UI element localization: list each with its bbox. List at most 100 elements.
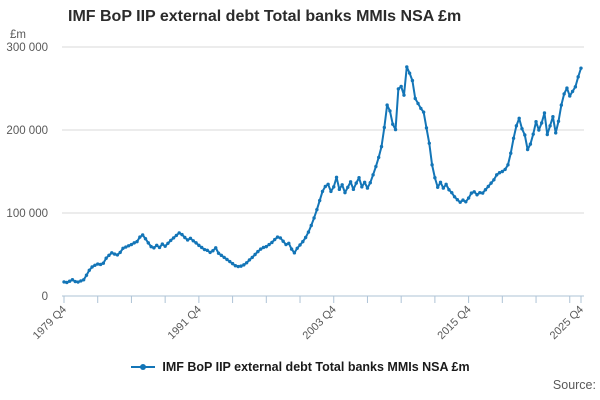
data-point-marker[interactable]	[183, 235, 187, 240]
data-point-marker[interactable]	[76, 280, 80, 284]
data-point-marker[interactable]	[480, 191, 485, 195]
data-point-marker[interactable]	[340, 183, 344, 187]
data-point-marker[interactable]	[396, 87, 401, 91]
data-point-marker[interactable]	[273, 237, 277, 242]
data-point-marker[interactable]	[191, 239, 195, 243]
data-point-marker[interactable]	[492, 178, 496, 182]
data-point-marker[interactable]	[295, 246, 299, 250]
data-point-marker[interactable]	[402, 93, 406, 97]
data-point-marker[interactable]	[332, 185, 336, 189]
data-point-marker[interactable]	[140, 233, 145, 237]
data-point-marker[interactable]	[495, 173, 499, 177]
data-point-marker[interactable]	[379, 144, 384, 149]
data-point-marker[interactable]	[73, 279, 77, 284]
data-point-marker[interactable]	[270, 240, 274, 245]
data-point-marker[interactable]	[199, 245, 204, 250]
data-point-marker[interactable]	[81, 278, 86, 282]
data-point-marker[interactable]	[371, 173, 375, 177]
data-point-marker[interactable]	[292, 251, 297, 255]
data-point-marker[interactable]	[230, 261, 235, 266]
data-point-marker[interactable]	[433, 176, 437, 180]
data-point-marker[interactable]	[202, 247, 207, 252]
data-point-marker[interactable]	[275, 235, 280, 239]
data-point-marker[interactable]	[115, 253, 120, 257]
data-point-marker[interactable]	[312, 216, 316, 220]
data-point-marker[interactable]	[388, 109, 392, 113]
data-point-marker[interactable]	[93, 263, 97, 267]
data-point-marker[interactable]	[166, 241, 170, 245]
data-point-marker[interactable]	[430, 163, 434, 167]
data-point-marker[interactable]	[576, 75, 580, 79]
data-point-marker[interactable]	[570, 89, 575, 94]
data-point-marker[interactable]	[514, 124, 519, 128]
data-point-marker[interactable]	[531, 132, 535, 136]
data-point-marker[interactable]	[483, 188, 488, 192]
data-point-marker[interactable]	[79, 279, 83, 283]
data-point-marker[interactable]	[185, 238, 190, 242]
data-point-marker[interactable]	[475, 193, 479, 197]
data-point-marker[interactable]	[458, 200, 462, 204]
data-point-marker[interactable]	[461, 198, 465, 202]
data-point-marker[interactable]	[368, 181, 372, 185]
data-point-marker[interactable]	[62, 280, 66, 284]
data-point-marker[interactable]	[317, 198, 322, 203]
data-point-marker[interactable]	[360, 185, 364, 189]
data-point-marker[interactable]	[511, 136, 516, 140]
data-point-marker[interactable]	[135, 239, 139, 244]
data-point-marker[interactable]	[242, 263, 246, 267]
data-point-marker[interactable]	[267, 242, 271, 247]
data-point-marker[interactable]	[225, 257, 229, 262]
data-point-marker[interactable]	[163, 244, 167, 248]
data-point-marker[interactable]	[124, 245, 128, 249]
data-point-marker[interactable]	[261, 245, 266, 250]
data-point-marker[interactable]	[149, 244, 153, 249]
data-point-marker[interactable]	[138, 235, 142, 239]
data-point-marker[interactable]	[222, 255, 226, 260]
data-point-marker[interactable]	[506, 163, 510, 167]
data-point-marker[interactable]	[152, 246, 156, 250]
data-point-marker[interactable]	[239, 264, 243, 268]
data-point-marker[interactable]	[542, 111, 547, 115]
data-point-marker[interactable]	[362, 180, 367, 184]
data-point-marker[interactable]	[194, 241, 198, 245]
data-point-marker[interactable]	[579, 66, 583, 70]
data-point-marker[interactable]	[554, 131, 558, 135]
data-point-marker[interactable]	[180, 232, 184, 237]
data-point-marker[interactable]	[452, 195, 457, 199]
data-point-marker[interactable]	[559, 103, 564, 107]
data-point-marker[interactable]	[214, 246, 218, 250]
data-point-marker[interactable]	[565, 86, 569, 90]
data-point-marker[interactable]	[556, 119, 561, 123]
data-point-marker[interactable]	[343, 190, 347, 195]
data-point-marker[interactable]	[205, 248, 209, 253]
data-point-marker[interactable]	[534, 120, 538, 124]
data-point-marker[interactable]	[438, 180, 443, 184]
data-point-marker[interactable]	[253, 252, 257, 257]
data-point-marker[interactable]	[500, 169, 505, 174]
data-point-marker[interactable]	[551, 115, 555, 119]
data-point-marker[interactable]	[256, 249, 260, 254]
data-point-marker[interactable]	[466, 196, 471, 200]
data-point-marker[interactable]	[407, 71, 412, 75]
data-point-marker[interactable]	[455, 198, 460, 202]
data-point-marker[interactable]	[464, 200, 468, 204]
data-point-marker[interactable]	[528, 142, 533, 146]
data-point-marker[interactable]	[419, 106, 423, 111]
data-point-marker[interactable]	[405, 65, 409, 69]
data-point-marker[interactable]	[329, 189, 333, 194]
data-point-marker[interactable]	[447, 188, 451, 192]
data-point-marker[interactable]	[562, 92, 566, 96]
data-point-marker[interactable]	[174, 233, 179, 238]
data-point-marker[interactable]	[287, 241, 291, 245]
data-point-marker[interactable]	[278, 236, 283, 240]
data-point-marker[interactable]	[197, 243, 201, 248]
data-point-marker[interactable]	[548, 124, 552, 128]
data-point-marker[interactable]	[90, 265, 94, 269]
data-point-marker[interactable]	[320, 189, 325, 194]
data-point-marker[interactable]	[129, 242, 134, 247]
data-point-marker[interactable]	[509, 151, 513, 155]
data-point-marker[interactable]	[348, 180, 353, 184]
data-point-marker[interactable]	[160, 242, 165, 246]
data-point-marker[interactable]	[323, 184, 328, 189]
data-point-marker[interactable]	[410, 78, 415, 83]
